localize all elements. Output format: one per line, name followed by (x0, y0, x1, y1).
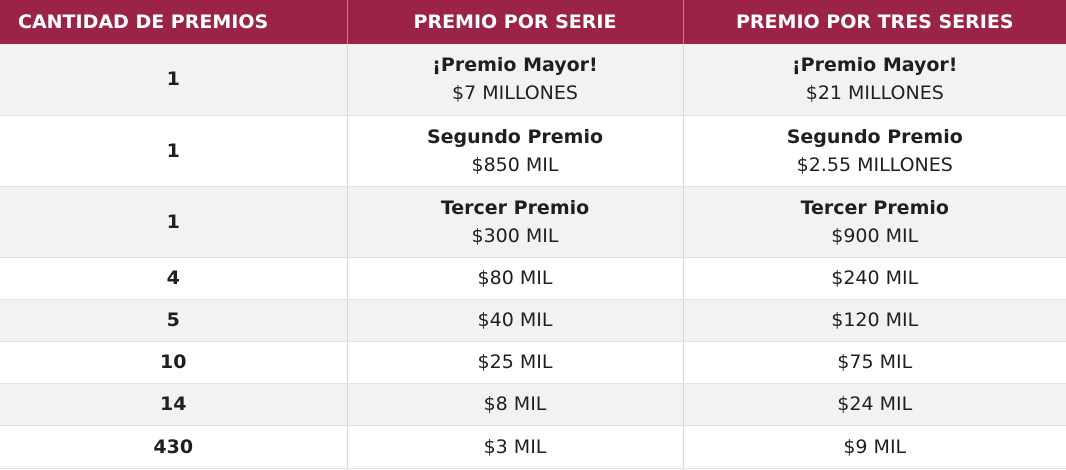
prize-amount: $300 MIL (471, 224, 559, 247)
prize-per-series-amount: $25 MIL (347, 341, 684, 384)
table-row: 1 Tercer Premio $300 MIL Tercer Premio $… (0, 186, 1066, 258)
prize-three-series-amount: $120 MIL (683, 299, 1066, 342)
prize-three-series-cell: Segundo Premio $2.55 MILLONES (683, 115, 1066, 187)
prize-title: Tercer Premio (440, 196, 590, 219)
header-quantity: CANTIDAD DE PREMIOS (0, 0, 348, 44)
prize-three-series-cell: ¡Premio Mayor! $21 MILLONES (683, 44, 1066, 116)
prize-title: ¡Premio Mayor! (432, 54, 598, 77)
prize-title: Segundo Premio (426, 125, 604, 148)
table-row: 1 Segundo Premio $850 MIL Segundo Premio… (0, 115, 1066, 187)
prize-amount: $850 MIL (471, 153, 559, 176)
prize-three-series-amount: $9 MIL (683, 425, 1066, 469)
table-row: 14 $8 MIL $24 MIL (0, 383, 1066, 426)
table-row: 430 $3 MIL $9 MIL (0, 425, 1066, 469)
prize-three-series-amount: $24 MIL (683, 383, 1066, 426)
prize-quantity: 1 (0, 115, 348, 187)
prize-title: Tercer Premio (800, 196, 949, 219)
header-prize-per-series: PREMIO POR SERIE (347, 0, 684, 44)
table-row: 5 $40 MIL $120 MIL (0, 299, 1066, 342)
prize-per-series-amount: $80 MIL (347, 257, 684, 300)
prize-quantity: 430 (0, 425, 348, 469)
prize-per-series-amount: $3 MIL (347, 425, 684, 469)
prize-quantity: 14 (0, 383, 348, 426)
prize-per-series-cell: ¡Premio Mayor! $7 MILLONES (347, 44, 684, 116)
prize-quantity: 5 (0, 299, 348, 342)
prize-title: ¡Premio Mayor! (792, 54, 958, 77)
header-row: CANTIDAD DE PREMIOS PREMIO POR SERIE PRE… (0, 0, 1066, 44)
prize-amount: $900 MIL (831, 224, 919, 247)
table-body: 1 ¡Premio Mayor! $7 MILLONES ¡Premio May… (0, 44, 1066, 469)
prize-three-series-cell: Tercer Premio $900 MIL (683, 186, 1066, 258)
prize-per-series-amount: $8 MIL (347, 383, 684, 426)
prize-three-series-amount: $240 MIL (683, 257, 1066, 300)
prize-amount: $21 MILLONES (805, 82, 944, 105)
prize-quantity: 4 (0, 257, 348, 300)
prize-three-series-amount: $75 MIL (683, 341, 1066, 384)
prize-quantity: 10 (0, 341, 348, 384)
prize-per-series-cell: Segundo Premio $850 MIL (347, 115, 684, 187)
prize-title: Segundo Premio (786, 125, 963, 148)
prize-amount: $7 MILLONES (452, 82, 578, 105)
header-prize-three-series: PREMIO POR TRES SERIES (683, 0, 1066, 44)
prize-per-series-amount: $40 MIL (347, 299, 684, 342)
prize-quantity: 1 (0, 44, 348, 116)
prize-quantity: 1 (0, 186, 348, 258)
table-row: 1 ¡Premio Mayor! $7 MILLONES ¡Premio May… (0, 44, 1066, 116)
prize-per-series-cell: Tercer Premio $300 MIL (347, 186, 684, 258)
table-row: 4 $80 MIL $240 MIL (0, 257, 1066, 300)
table-header: CANTIDAD DE PREMIOS PREMIO POR SERIE PRE… (0, 0, 1066, 44)
table-row: 10 $25 MIL $75 MIL (0, 341, 1066, 384)
prize-amount: $2.55 MILLONES (796, 153, 953, 176)
